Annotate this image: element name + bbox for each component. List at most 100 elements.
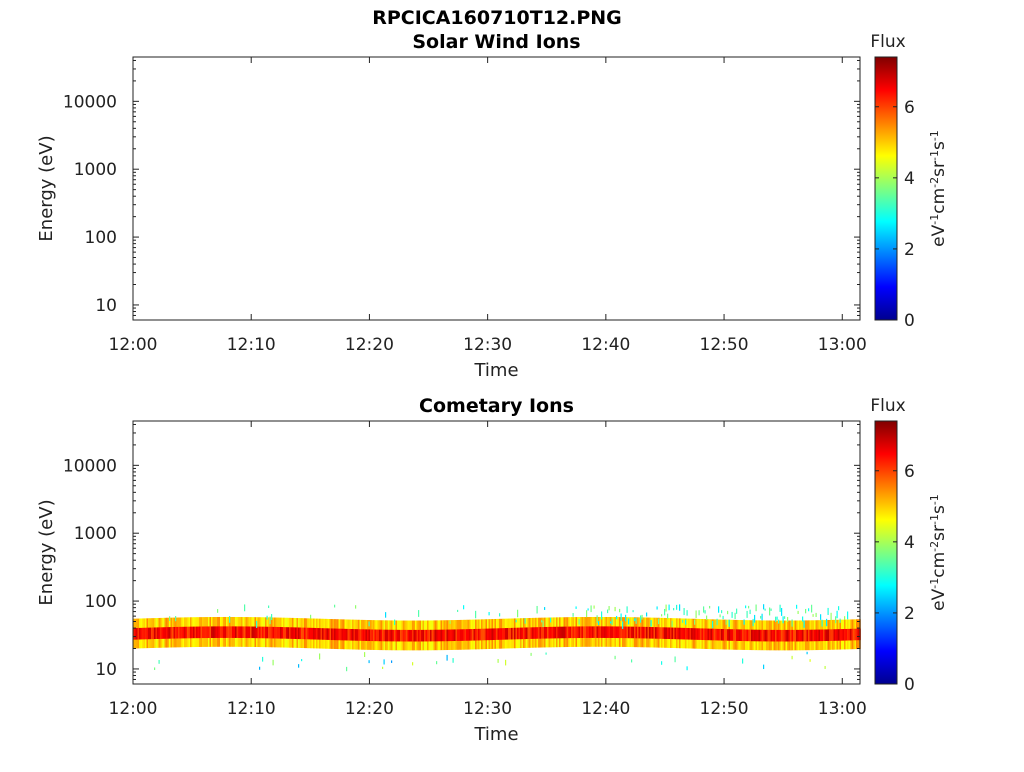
band-core-column xyxy=(374,629,377,642)
band-core-column xyxy=(670,627,672,640)
band-core-column xyxy=(679,627,681,640)
band-core-column xyxy=(494,628,497,640)
band-core-column xyxy=(703,628,705,641)
sparse-flux-pixel xyxy=(310,614,312,619)
band-core-column xyxy=(667,627,669,640)
sparse-flux-pixel xyxy=(719,614,721,618)
band-core-column xyxy=(586,626,588,638)
sparse-flux-pixel xyxy=(827,607,829,615)
x-tick-label: 13:00 xyxy=(818,335,867,355)
band-core-column xyxy=(431,629,434,642)
band-core-column xyxy=(656,627,659,639)
sparse-flux-pixel xyxy=(169,616,171,621)
band-core-column xyxy=(422,629,425,642)
sparse-flux-pixel xyxy=(524,618,526,624)
sparse-flux-pixel xyxy=(259,666,261,670)
band-core-column xyxy=(751,629,753,642)
band-core-column xyxy=(268,626,270,639)
sparse-flux-pixel xyxy=(412,662,414,666)
band-core-column xyxy=(428,629,431,642)
x-tick-label: 12:50 xyxy=(700,699,749,719)
band-core-column xyxy=(212,626,215,638)
band-core-column xyxy=(725,629,728,641)
sparse-flux-pixel xyxy=(782,616,784,624)
band-core-column xyxy=(496,628,498,640)
plot-frame xyxy=(132,56,861,321)
band-core-column xyxy=(293,627,296,639)
band-core-column xyxy=(532,627,534,639)
sparse-flux-pixel xyxy=(610,621,612,624)
sparse-flux-pixel xyxy=(727,610,729,615)
band-core-column xyxy=(523,627,525,640)
colorbar-tick-label: 6 xyxy=(904,462,915,482)
sparse-flux-pixel xyxy=(475,610,477,619)
band-core-column xyxy=(439,629,441,642)
sparse-flux-pixel xyxy=(830,612,832,621)
band-core-column xyxy=(821,629,824,642)
band-core-column xyxy=(484,628,486,641)
band-core-column xyxy=(185,626,188,639)
band-core-column xyxy=(635,626,638,639)
band-core-column xyxy=(598,626,600,638)
sparse-flux-pixel xyxy=(641,614,643,620)
band-core-column xyxy=(227,626,230,638)
band-core-column xyxy=(158,627,161,639)
band-core-column xyxy=(749,629,752,642)
band-core-column xyxy=(541,627,543,639)
band-core-column xyxy=(652,627,654,639)
band-core-column xyxy=(779,629,782,642)
band-core-column xyxy=(329,628,332,640)
band-core-column xyxy=(311,627,314,640)
sparse-flux-pixel xyxy=(301,659,303,662)
band-core-column xyxy=(316,628,318,640)
band-core-column xyxy=(524,627,527,640)
colorbar-title: Flux xyxy=(870,32,905,52)
sparse-flux-pixel xyxy=(779,604,781,612)
band-core-column xyxy=(343,628,345,641)
band-core-column xyxy=(638,626,641,639)
band-core-column xyxy=(172,627,174,639)
band-core-column xyxy=(847,628,849,641)
band-core-column xyxy=(217,626,219,638)
band-core-column xyxy=(448,629,450,642)
sparse-flux-pixel xyxy=(593,605,595,609)
band-core-column xyxy=(476,628,479,641)
band-core-column xyxy=(263,626,266,639)
band-core-column xyxy=(722,629,725,641)
band-core-column xyxy=(719,628,722,641)
band-core-column xyxy=(655,627,657,639)
band-core-column xyxy=(283,627,285,639)
band-core-column xyxy=(356,629,359,641)
sparse-flux-pixel xyxy=(614,655,616,660)
sparse-flux-pixel xyxy=(368,660,370,664)
band-core-column xyxy=(520,627,522,640)
band-core-column xyxy=(569,626,572,639)
sparse-flux-pixel xyxy=(449,620,451,624)
band-core-column xyxy=(724,629,726,641)
band-core-column xyxy=(178,626,180,639)
band-core-column xyxy=(731,629,734,641)
sparse-flux-pixel xyxy=(334,604,336,608)
band-core-column xyxy=(289,627,291,639)
y-tick-label: 1000 xyxy=(74,524,117,544)
band-core-column xyxy=(415,629,417,642)
band-core-column xyxy=(179,626,182,639)
sparse-flux-pixel xyxy=(734,612,736,620)
band-core-column xyxy=(668,627,671,640)
band-core-column xyxy=(205,626,207,639)
sparse-flux-pixel xyxy=(791,655,793,660)
band-core-column xyxy=(277,626,279,639)
band-core-column xyxy=(388,629,390,642)
band-core-column xyxy=(710,628,713,641)
band-core-column xyxy=(200,626,203,639)
band-core-column xyxy=(526,627,528,640)
band-core-column xyxy=(767,629,770,642)
band-core-column xyxy=(371,629,374,642)
band-core-column xyxy=(506,628,509,640)
band-core-column xyxy=(539,627,542,639)
band-core-column xyxy=(389,629,392,642)
sparse-flux-pixel xyxy=(620,613,622,621)
colorbar-unit-label: eV-1cm-2sr-1s-1 xyxy=(928,494,950,611)
sparse-flux-pixel xyxy=(391,660,393,663)
band-core-column xyxy=(814,629,816,642)
